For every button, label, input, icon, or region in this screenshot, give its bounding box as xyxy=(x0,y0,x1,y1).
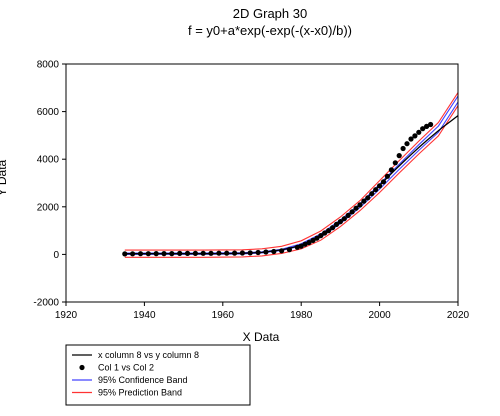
bands-layer xyxy=(124,92,459,258)
legend-label: Col 1 vs Col 2 xyxy=(98,363,154,373)
x-tick-label: 1960 xyxy=(212,310,235,321)
axes-layer: 1920 1940 1960 1980 2000 2020 -2000 0 2000 4000 60… xyxy=(33,60,469,322)
fit-line-layer xyxy=(124,115,459,255)
data-point xyxy=(322,230,328,236)
x-tick-label: 2000 xyxy=(368,310,391,321)
data-point xyxy=(216,250,222,256)
prediction-band-lower xyxy=(124,105,459,258)
x-axis-label: X Data xyxy=(243,330,280,344)
data-point xyxy=(200,250,206,256)
data-point xyxy=(192,250,198,256)
chart-subtitle: f = y0+a*exp(-exp(-(x-x0)/b)) xyxy=(188,23,352,38)
data-point xyxy=(279,248,285,254)
legend-label: 95% Confidence Band xyxy=(98,375,188,385)
data-point xyxy=(388,167,394,173)
data-point xyxy=(271,248,277,255)
x-tick-label: 2020 xyxy=(447,310,470,321)
legend-marker-point xyxy=(79,364,85,371)
data-point xyxy=(326,228,332,234)
data-point xyxy=(239,250,245,256)
data-point xyxy=(337,219,343,225)
y-tick-label: 4000 xyxy=(37,155,60,166)
data-point xyxy=(400,145,406,152)
data-point xyxy=(286,247,292,253)
chart-title: 2D Graph 30 xyxy=(233,6,307,21)
y-tick-label: 2000 xyxy=(37,202,60,213)
y-tick-label: 6000 xyxy=(37,107,60,118)
legend-frame xyxy=(65,344,251,406)
y-tick-label: 8000 xyxy=(37,60,60,71)
legend-label: x column 8 vs y column 8 xyxy=(98,350,199,360)
data-point xyxy=(420,126,426,132)
data-point xyxy=(365,195,371,201)
data-point xyxy=(145,251,151,257)
data-point xyxy=(294,244,300,250)
data-point xyxy=(345,212,351,218)
data-point xyxy=(396,153,402,159)
confidence-band-lower xyxy=(124,101,459,255)
data-point xyxy=(130,251,136,257)
data-point xyxy=(314,235,320,241)
data-point xyxy=(169,251,175,257)
data-point xyxy=(341,216,347,222)
y-tick-label: -2000 xyxy=(33,298,59,309)
data-point xyxy=(177,250,183,256)
points-layer xyxy=(122,121,434,257)
data-point xyxy=(137,251,144,257)
data-point xyxy=(353,205,359,211)
data-point xyxy=(377,183,383,189)
data-point xyxy=(357,202,363,208)
data-point xyxy=(122,251,128,257)
data-point xyxy=(380,179,387,185)
x-tick-label: 1920 xyxy=(55,310,78,321)
x-tick-label: 1940 xyxy=(133,310,156,321)
data-point xyxy=(412,133,418,139)
data-point xyxy=(153,251,159,257)
data-point xyxy=(373,187,379,193)
prediction-band-upper xyxy=(124,92,459,251)
data-point xyxy=(404,141,410,147)
data-point xyxy=(428,121,434,128)
data-point xyxy=(302,241,308,247)
data-point xyxy=(208,250,214,256)
data-point xyxy=(306,239,312,246)
data-point xyxy=(384,173,390,179)
data-point xyxy=(408,136,414,142)
data-point xyxy=(349,209,355,215)
data-point xyxy=(298,243,304,249)
data-point xyxy=(369,191,375,197)
data-point xyxy=(255,249,261,256)
data-point xyxy=(263,249,269,255)
data-point xyxy=(224,250,230,256)
data-point xyxy=(416,129,422,135)
data-point xyxy=(361,198,367,204)
data-point xyxy=(318,233,324,239)
y-tick-label: 0 xyxy=(53,250,59,261)
data-point xyxy=(184,250,191,256)
fit-curve xyxy=(124,115,459,255)
data-point xyxy=(310,237,316,243)
x-tick-label: 1980 xyxy=(290,310,313,321)
data-point xyxy=(392,160,398,166)
data-point xyxy=(424,123,430,129)
legend: x column 8 vs y column 8 Col 1 vs Col 2 95… xyxy=(65,344,251,406)
data-point xyxy=(330,225,336,231)
data-point xyxy=(161,251,167,257)
plot-frame xyxy=(65,63,459,303)
data-point xyxy=(232,250,238,256)
legend-label: 95% Prediction Band xyxy=(98,388,182,398)
y-axis-label: Y Data xyxy=(0,159,9,196)
data-point xyxy=(247,250,253,256)
confidence-band-upper xyxy=(124,95,459,254)
data-point xyxy=(333,221,340,227)
